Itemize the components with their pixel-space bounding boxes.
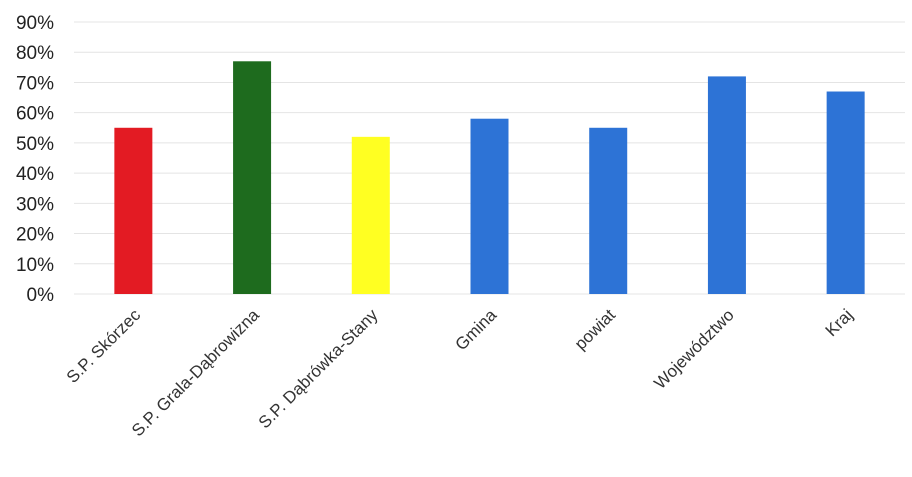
bar	[707, 76, 746, 295]
x-tick-label: S.P. Grala-Dąbrowizna	[128, 305, 263, 440]
y-tick-label: 70%	[16, 73, 54, 94]
y-tick-label: 60%	[16, 104, 54, 125]
y-tick-label: 30%	[16, 194, 54, 215]
y-tick-label: 20%	[16, 225, 54, 246]
y-tick-label: 90%	[16, 13, 54, 34]
y-axis: 0% 10% 20% 30% 40% 50% 60% 70% 80% 90%	[16, 13, 54, 306]
x-tick-label: S.P. Dąbrówka-Stany	[255, 305, 382, 432]
y-tick-label: 10%	[16, 255, 54, 276]
y-tick-label: 40%	[16, 164, 54, 185]
bar	[114, 127, 153, 295]
x-tick-label: powiat	[571, 305, 619, 353]
y-tick-label: 50%	[16, 134, 54, 155]
bar	[589, 127, 628, 295]
x-tick-label: Województwo	[650, 305, 737, 392]
x-tick-label: Kraj	[822, 305, 857, 340]
bar	[470, 118, 509, 294]
bar	[826, 91, 865, 294]
y-tick-label: 0%	[27, 285, 55, 306]
y-tick-label: 80%	[16, 43, 54, 64]
bars	[114, 61, 865, 295]
x-tick-label: S.P. Skórzec	[63, 305, 145, 387]
x-tick-label: Gmina	[451, 305, 500, 354]
bar	[351, 136, 390, 294]
bar	[233, 61, 272, 295]
